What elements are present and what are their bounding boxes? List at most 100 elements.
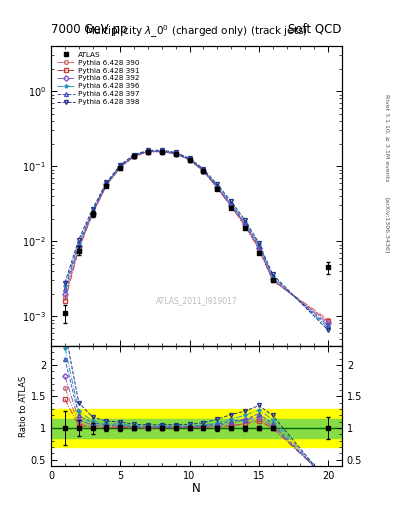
Pythia 6.428 392 [229, 202, 233, 208]
Pythia 6.428 397 [326, 323, 331, 329]
Pythia 6.428 391 [62, 298, 67, 304]
Pythia 6.428 392 [201, 167, 206, 174]
Pythia 6.428 390 [201, 168, 206, 174]
Pythia 6.428 392 [160, 148, 164, 155]
Pythia 6.428 396 [160, 148, 164, 154]
Pythia 6.428 391 [257, 246, 261, 252]
Pythia 6.428 390 [132, 153, 136, 159]
Pythia 6.428 398 [62, 280, 67, 286]
Pythia 6.428 396 [90, 207, 95, 214]
Line: Pythia 6.428 398: Pythia 6.428 398 [63, 148, 330, 332]
Pythia 6.428 397 [201, 167, 206, 174]
Text: Rivet 3.1.10, ≥ 3.1M events: Rivet 3.1.10, ≥ 3.1M events [384, 95, 389, 182]
Pythia 6.428 391 [118, 164, 123, 170]
Pythia 6.428 397 [160, 148, 164, 154]
Pythia 6.428 390 [76, 245, 81, 251]
Pythia 6.428 391 [132, 154, 136, 160]
Pythia 6.428 396 [270, 273, 275, 280]
Pythia 6.428 391 [201, 168, 206, 174]
Pythia 6.428 396 [62, 283, 67, 289]
Text: [arXiv:1306.3436]: [arXiv:1306.3436] [384, 197, 389, 253]
Pythia 6.428 392 [257, 245, 261, 251]
Y-axis label: Ratio to ATLAS: Ratio to ATLAS [19, 375, 28, 437]
Pythia 6.428 391 [187, 157, 192, 163]
Pythia 6.428 398 [90, 206, 95, 212]
Pythia 6.428 396 [229, 200, 233, 206]
Pythia 6.428 391 [76, 246, 81, 252]
Pythia 6.428 396 [104, 180, 109, 186]
Text: Multiplicity $\lambda\_0^0$ (charged only) (track jets): Multiplicity $\lambda\_0^0$ (charged onl… [85, 24, 308, 40]
Pythia 6.428 396 [146, 148, 151, 154]
Pythia 6.428 391 [270, 278, 275, 284]
Pythia 6.428 397 [132, 153, 136, 159]
Pythia 6.428 397 [187, 156, 192, 162]
Pythia 6.428 391 [242, 223, 247, 229]
Pythia 6.428 392 [104, 181, 109, 187]
Pythia 6.428 396 [187, 156, 192, 162]
Pythia 6.428 390 [104, 182, 109, 188]
Pythia 6.428 397 [257, 243, 261, 249]
Pythia 6.428 398 [76, 237, 81, 243]
Pythia 6.428 390 [160, 148, 164, 155]
Pythia 6.428 398 [132, 152, 136, 158]
Legend: ATLAS, Pythia 6.428 390, Pythia 6.428 391, Pythia 6.428 392, Pythia 6.428 396, P: ATLAS, Pythia 6.428 390, Pythia 6.428 39… [55, 50, 141, 107]
Pythia 6.428 391 [146, 149, 151, 155]
Pythia 6.428 398 [118, 162, 123, 168]
Pythia 6.428 396 [326, 325, 331, 331]
Line: Pythia 6.428 397: Pythia 6.428 397 [63, 150, 330, 328]
Pythia 6.428 390 [62, 294, 67, 300]
Pythia 6.428 391 [104, 182, 109, 188]
Pythia 6.428 396 [201, 167, 206, 173]
Pythia 6.428 396 [132, 152, 136, 158]
Pythia 6.428 397 [173, 151, 178, 157]
Text: Soft QCD: Soft QCD [288, 23, 342, 36]
Pythia 6.428 390 [270, 278, 275, 284]
Pythia 6.428 391 [160, 148, 164, 155]
Pythia 6.428 391 [173, 151, 178, 157]
Bar [51, 419, 342, 438]
Pythia 6.428 396 [76, 240, 81, 246]
Pythia 6.428 390 [173, 151, 178, 157]
Pythia 6.428 398 [104, 179, 109, 185]
Bar [51, 409, 342, 447]
Pythia 6.428 391 [326, 318, 331, 325]
Text: 7000 GeV pp: 7000 GeV pp [51, 23, 128, 36]
Pythia 6.428 398 [257, 240, 261, 246]
Pythia 6.428 391 [229, 203, 233, 209]
Pythia 6.428 397 [62, 286, 67, 292]
X-axis label: N: N [192, 482, 201, 495]
Line: Pythia 6.428 390: Pythia 6.428 390 [63, 150, 330, 322]
Pythia 6.428 392 [270, 276, 275, 282]
Pythia 6.428 390 [229, 203, 233, 209]
Pythia 6.428 396 [242, 219, 247, 225]
Pythia 6.428 398 [229, 198, 233, 204]
Pythia 6.428 390 [118, 164, 123, 170]
Pythia 6.428 391 [90, 210, 95, 217]
Pythia 6.428 398 [201, 166, 206, 172]
Pythia 6.428 392 [62, 290, 67, 296]
Pythia 6.428 392 [173, 151, 178, 157]
Pythia 6.428 397 [215, 184, 220, 190]
Pythia 6.428 397 [118, 163, 123, 169]
Pythia 6.428 392 [326, 321, 331, 327]
Pythia 6.428 392 [215, 184, 220, 190]
Text: ATLAS_2011_I919017: ATLAS_2011_I919017 [156, 296, 237, 306]
Pythia 6.428 398 [146, 147, 151, 154]
Line: Pythia 6.428 392: Pythia 6.428 392 [63, 150, 330, 325]
Pythia 6.428 392 [146, 148, 151, 155]
Pythia 6.428 396 [173, 150, 178, 156]
Pythia 6.428 398 [160, 147, 164, 154]
Pythia 6.428 390 [326, 316, 331, 323]
Pythia 6.428 398 [326, 327, 331, 333]
Pythia 6.428 392 [187, 157, 192, 163]
Pythia 6.428 397 [146, 148, 151, 154]
Pythia 6.428 390 [215, 185, 220, 191]
Line: Pythia 6.428 396: Pythia 6.428 396 [63, 149, 330, 330]
Pythia 6.428 396 [257, 242, 261, 248]
Pythia 6.428 398 [173, 150, 178, 156]
Pythia 6.428 392 [242, 221, 247, 227]
Pythia 6.428 390 [90, 210, 95, 217]
Pythia 6.428 398 [187, 155, 192, 161]
Pythia 6.428 392 [132, 153, 136, 159]
Pythia 6.428 392 [76, 243, 81, 249]
